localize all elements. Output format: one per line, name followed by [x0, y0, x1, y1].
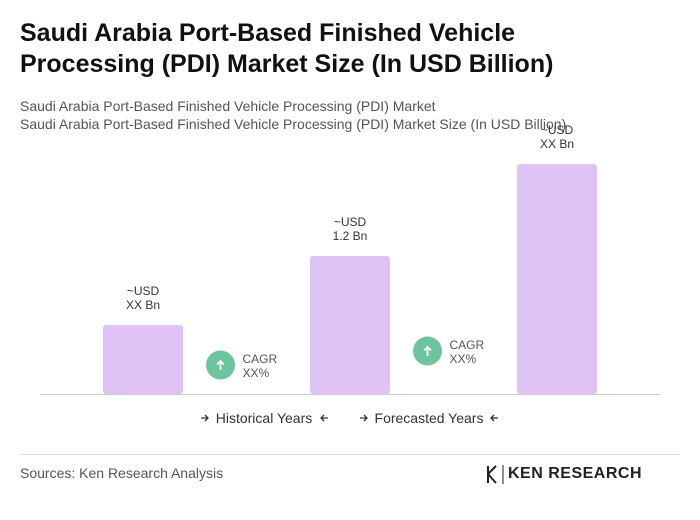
cagr-arrow: [216, 359, 225, 370]
logo: KEN RESEARCH: [508, 465, 643, 482]
cagr-label: CAGR XX%: [450, 338, 485, 366]
bar: [310, 256, 390, 394]
legend-arrows: [201, 414, 498, 422]
cagr-label: CAGR XX%: [243, 352, 278, 380]
source: Sources: Ken Research Analysis: [20, 465, 224, 481]
value-label: ~USD XX Bn: [540, 123, 574, 151]
value-label: ~USD 1.2 Bn: [333, 215, 368, 243]
legend-label: Forecasted Years: [375, 410, 484, 426]
bar: [103, 325, 183, 394]
bar: [517, 164, 597, 394]
chart-title: Saudi Arabia Port-Based Finished Vehicle…: [20, 19, 554, 78]
value-label: ~USD XX Bn: [126, 284, 160, 312]
logo-icon: [487, 465, 504, 484]
legend-label: Historical Years: [216, 410, 313, 426]
subtitle: Saudi Arabia Port-Based Finished Vehicle…: [20, 98, 436, 114]
subtitle: Saudi Arabia Port-Based Finished Vehicle…: [20, 116, 567, 132]
cagr-arrow: [423, 345, 432, 356]
